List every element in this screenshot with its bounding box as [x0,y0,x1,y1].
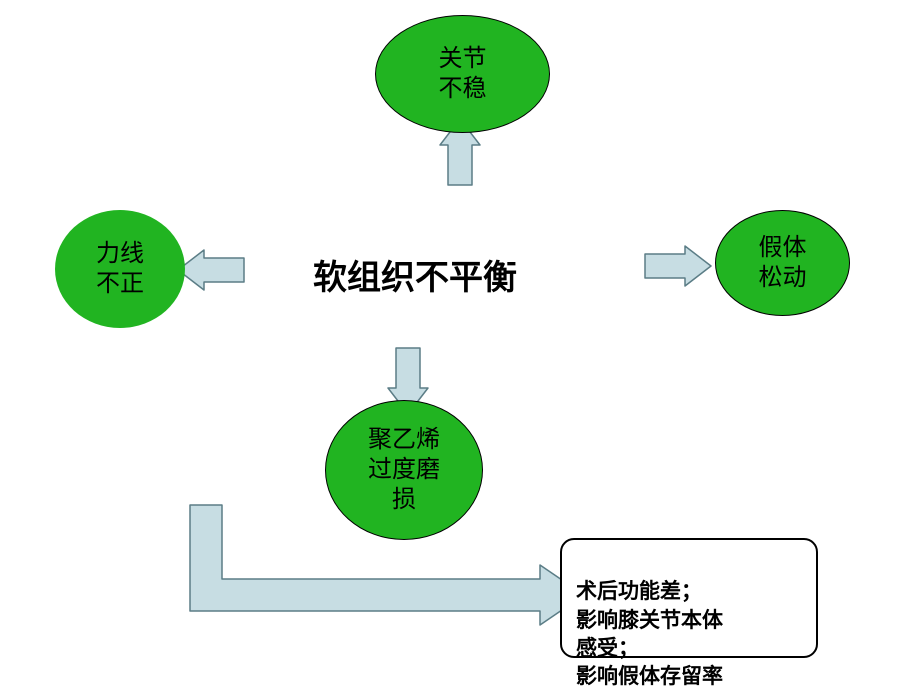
ellipse-left-text: 力线 不正 [96,239,144,299]
diagram-canvas: 软组织不平衡 关节 不稳 力线 不正 假体 松动 聚乙烯 过度磨 损 术后功能差… [0,0,920,690]
ellipse-bottom-text: 聚乙烯 过度磨 损 [368,425,440,515]
info-box-text: 术后功能差； 影响膝关节本体 感受； 影响假体存留率 [576,580,723,688]
arrow-right [645,246,711,286]
ellipse-top: 关节 不稳 [375,15,550,133]
ellipse-right: 假体 松动 [715,210,850,316]
ellipse-bottom: 聚乙烯 过度磨 损 [325,400,483,540]
center-label-text: 软组织不平衡 [313,259,517,297]
ellipse-right-text: 假体 松动 [759,233,807,293]
ellipse-top-text: 关节 不稳 [439,44,487,104]
arrow-left [178,250,244,290]
ellipse-left: 力线 不正 [55,210,185,328]
center-label: 软组织不平衡 [260,250,570,300]
info-box: 术后功能差； 影响膝关节本体 感受； 影响假体存留率 [560,538,818,658]
